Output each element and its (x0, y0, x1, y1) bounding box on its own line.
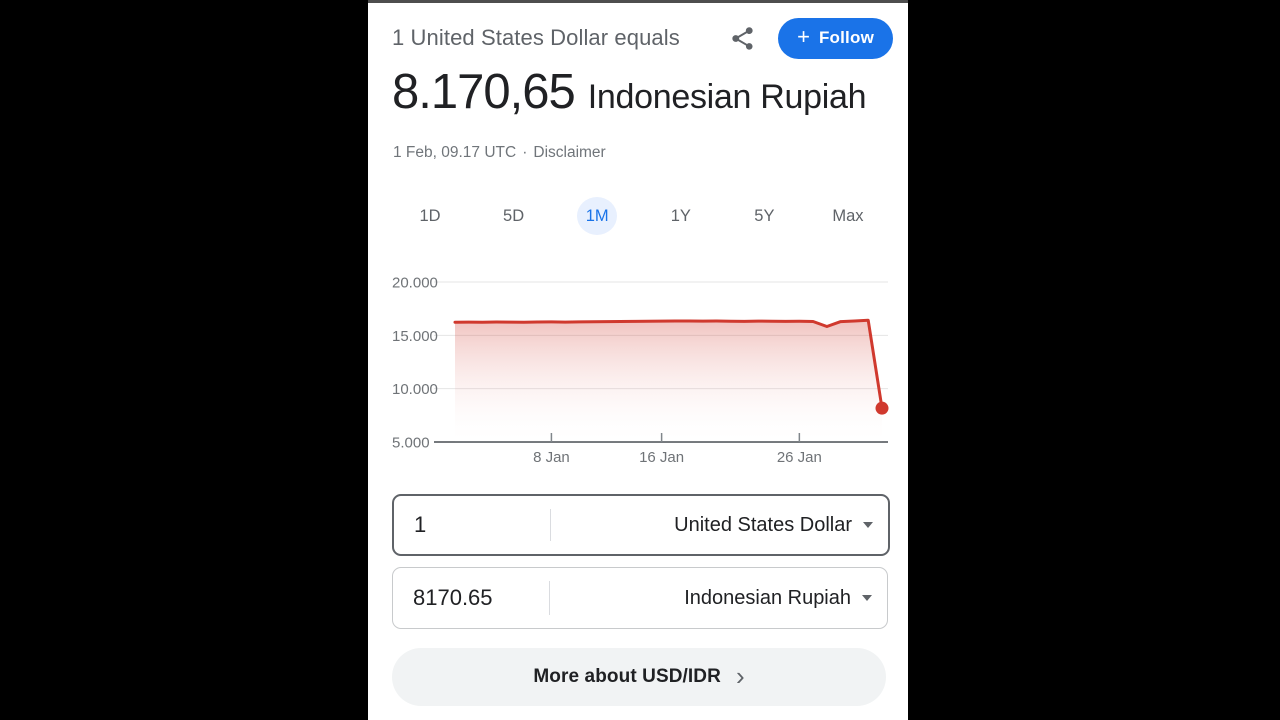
range-tab-5d[interactable]: 5D (503, 206, 525, 225)
exchange-rate: 8.170,65 Indonesian Rupiah (392, 64, 867, 120)
card-top-border (368, 0, 908, 3)
to-amount-input[interactable] (413, 568, 533, 628)
y-axis-label: 5.000 (392, 435, 430, 452)
x-axis-label: 8 Jan (533, 449, 570, 466)
meta-separator: · (522, 144, 528, 161)
range-tab-max[interactable]: Max (832, 206, 864, 225)
follow-button[interactable]: + Follow (778, 17, 893, 59)
from-currency-label: United States Dollar (674, 513, 852, 536)
to-currency-box: Indonesian Rupiah (392, 567, 888, 629)
to-currency-select[interactable]: Indonesian Rupiah (684, 568, 872, 628)
currency-converter-card: 1 United States Dollar equals + Follow 8… (368, 0, 908, 720)
more-about-label: More about USD/IDR (533, 666, 721, 687)
x-axis-label: 16 Jan (639, 449, 684, 466)
time-range-tabs: 1D 5D 1M 1Y 5Y Max (392, 197, 884, 235)
plus-icon: + (797, 24, 810, 49)
page-title: 1 United States Dollar equals (392, 25, 680, 50)
y-axis-label: 20.000 (392, 275, 438, 292)
share-icon (729, 25, 756, 52)
follow-button-label: Follow (818, 28, 874, 47)
to-currency-label: Indonesian Rupiah (684, 586, 851, 609)
from-amount-input[interactable] (414, 496, 534, 554)
share-button[interactable] (729, 25, 756, 52)
disclaimer-link[interactable]: Disclaimer (533, 144, 606, 161)
range-tab-1y[interactable]: 1Y (670, 206, 691, 225)
more-about-button[interactable]: More about USD/IDR › (392, 648, 886, 706)
chevron-right-icon: › (735, 660, 745, 691)
exchange-rate-chart[interactable]: 20.000 15.000 10.000 5.000 8 Jan 16 Jan 26 Jan (368, 263, 908, 475)
range-tab-1m[interactable]: 1M (577, 197, 618, 235)
header-actions: + Follow (729, 17, 893, 59)
range-tab-1d[interactable]: 1D (419, 206, 441, 225)
rate-timestamp: 1 Feb, 09.17 UTC (393, 144, 517, 161)
letterbox-left (0, 0, 368, 720)
rate-currency-name: Indonesian Rupiah (587, 78, 867, 116)
letterbox-right (908, 0, 1280, 720)
field-divider (550, 509, 551, 541)
rate-meta: 1 Feb, 09.17 UTC · Disclaimer (393, 144, 606, 162)
from-currency-box: United States Dollar (392, 494, 890, 556)
y-axis-label: 15.000 (392, 328, 438, 345)
x-axis-label: 26 Jan (777, 449, 822, 466)
range-tab-5y[interactable]: 5Y (754, 206, 775, 225)
field-divider (549, 581, 550, 615)
latest-point-marker (875, 401, 889, 415)
y-axis-label: 10.000 (392, 381, 438, 398)
header-row: 1 United States Dollar equals + Follow (392, 17, 893, 59)
caret-down-icon (862, 595, 872, 601)
from-currency-select[interactable]: United States Dollar (674, 496, 873, 554)
rate-value: 8.170,65 (392, 65, 576, 119)
caret-down-icon (863, 522, 873, 528)
